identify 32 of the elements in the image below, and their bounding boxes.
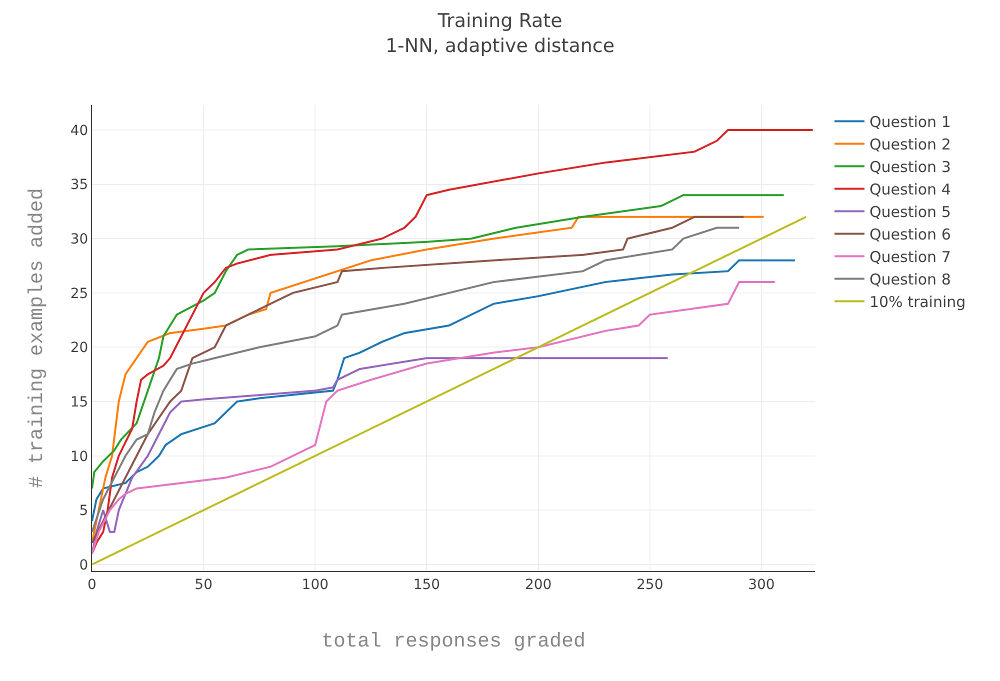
legend-label: Question 6 bbox=[869, 226, 951, 244]
legend-label: Question 3 bbox=[869, 158, 951, 176]
y-tick-label: 15 bbox=[70, 394, 88, 410]
chart-subtitle: 1-NN, adaptive distance bbox=[385, 34, 615, 57]
x-tick-label: 100 bbox=[302, 576, 329, 593]
legend-label: Question 8 bbox=[869, 270, 951, 289]
x-tick-label: 300 bbox=[748, 576, 775, 593]
legend-label: Question 5 bbox=[869, 203, 951, 222]
y-tick-label: 20 bbox=[70, 340, 88, 356]
x-tick-label: 250 bbox=[636, 576, 664, 593]
y-tick-label: 5 bbox=[79, 503, 88, 520]
legend-label: Question 1 bbox=[869, 113, 951, 132]
y-axis-title: # training examples added bbox=[26, 188, 49, 488]
y-tick-label: 25 bbox=[70, 286, 88, 302]
x-axis-title: total responses graded bbox=[321, 630, 586, 654]
y-tick-label: 10 bbox=[70, 448, 88, 465]
line-series bbox=[92, 194, 785, 490]
legend-label: Question 4 bbox=[869, 180, 951, 199]
chart-title: Training Rate bbox=[436, 10, 562, 32]
x-tick-label: 50 bbox=[194, 576, 212, 593]
line-series bbox=[92, 259, 796, 522]
y-tick-label: 40 bbox=[70, 122, 88, 139]
y-tick-label: 0 bbox=[79, 557, 88, 574]
line-series bbox=[92, 281, 776, 555]
x-tick-label: 150 bbox=[413, 576, 440, 593]
legend-label: 10% training bbox=[869, 293, 966, 312]
line-series bbox=[92, 128, 814, 555]
x-tick-label: 200 bbox=[524, 576, 552, 593]
legend-label: Question 7 bbox=[869, 248, 951, 266]
y-tick-label: 35 bbox=[70, 177, 88, 194]
y-tick-label: 30 bbox=[70, 232, 88, 248]
legend-label: Question 2 bbox=[869, 136, 951, 154]
